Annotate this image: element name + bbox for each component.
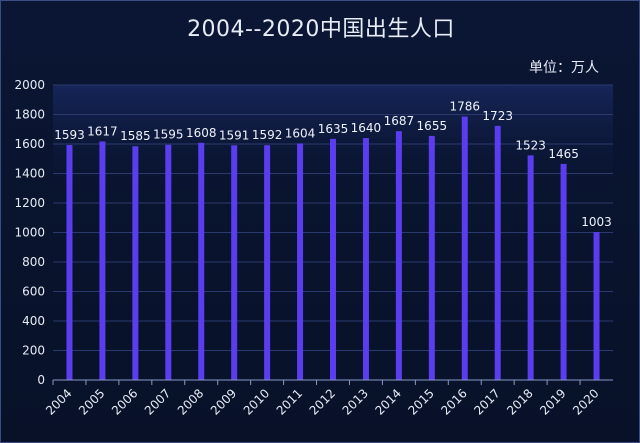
bar-series	[66, 116, 600, 380]
x-tick-label: 2017	[471, 386, 502, 417]
x-tick-label: 2009	[208, 386, 239, 417]
y-tick-label: 1400	[14, 167, 45, 181]
x-tick-label: 2010	[241, 386, 272, 417]
y-tick-label: 2000	[14, 78, 45, 92]
bar	[66, 145, 73, 380]
bar	[494, 125, 501, 380]
y-tick-label: 1000	[14, 226, 45, 240]
data-label: 1617	[87, 124, 118, 138]
x-tick-label: 2015	[405, 386, 436, 417]
bar	[264, 145, 271, 380]
bar	[198, 142, 205, 380]
data-label: 1465	[548, 147, 579, 161]
data-label: 1592	[252, 128, 283, 142]
y-tick-label: 0	[37, 373, 45, 387]
x-tick-label: 2008	[175, 386, 206, 417]
data-label: 1593	[54, 128, 85, 142]
bar	[461, 116, 468, 380]
data-label: 1723	[482, 109, 513, 123]
y-tick-label: 1800	[14, 108, 45, 122]
bar	[297, 143, 304, 380]
bar	[527, 155, 534, 380]
bar	[362, 138, 369, 380]
x-tick-label: 2013	[340, 386, 371, 417]
data-label: 1595	[153, 128, 184, 142]
bar	[165, 144, 172, 380]
bar	[560, 163, 567, 380]
y-tick-label: 600	[22, 285, 45, 299]
data-label: 1635	[318, 122, 349, 136]
y-tick-label: 400	[22, 314, 45, 328]
x-tick-label: 2018	[504, 386, 535, 417]
x-tick-label: 2020	[570, 386, 601, 417]
x-tick-label: 2004	[43, 386, 74, 417]
x-tick-label: 2014	[373, 386, 404, 417]
y-tick-label: 800	[22, 255, 45, 269]
data-label: 1786	[449, 100, 480, 114]
bar	[99, 141, 106, 380]
y-tick-label: 1200	[14, 196, 45, 210]
data-label: 1523	[515, 138, 546, 152]
bar	[132, 146, 139, 380]
x-tick-label: 2019	[537, 386, 568, 417]
data-label: 1585	[120, 129, 151, 143]
data-label: 1591	[219, 128, 250, 142]
x-tick-label: 2006	[109, 386, 140, 417]
data-label: 1687	[384, 114, 415, 128]
data-label: 1604	[285, 126, 316, 140]
bar	[231, 145, 238, 380]
data-label: 1003	[581, 215, 612, 229]
data-label: 1608	[186, 126, 217, 140]
x-tick-label: 2012	[307, 386, 338, 417]
x-tick-label: 2005	[76, 386, 107, 417]
data-labels: 1593 1617 1585 1595 1608 1591 1592 1604 1635 1640…	[54, 100, 612, 229]
x-tick-label: 2016	[438, 386, 469, 417]
data-label: 1655	[417, 119, 448, 133]
unit-label: 单位：万人	[529, 60, 599, 76]
x-axis: 2004 2005 2006 2007 2008 2009 2010 2011 2012 2013…	[43, 379, 613, 418]
data-label: 1640	[351, 121, 382, 135]
bar	[593, 232, 600, 380]
bar	[428, 135, 435, 380]
y-tick-label: 200	[22, 344, 45, 358]
y-tick-label: 1600	[14, 137, 45, 151]
x-tick-label: 2011	[274, 386, 305, 417]
bar	[330, 138, 336, 380]
y-axis: 0 200 400 600 800 1000 1200 1400 1600 1800 2000	[14, 78, 45, 387]
bar	[395, 131, 402, 380]
chart-title: 2004--2020中国出生人口	[187, 17, 455, 42]
x-tick-label: 2007	[142, 386, 173, 417]
